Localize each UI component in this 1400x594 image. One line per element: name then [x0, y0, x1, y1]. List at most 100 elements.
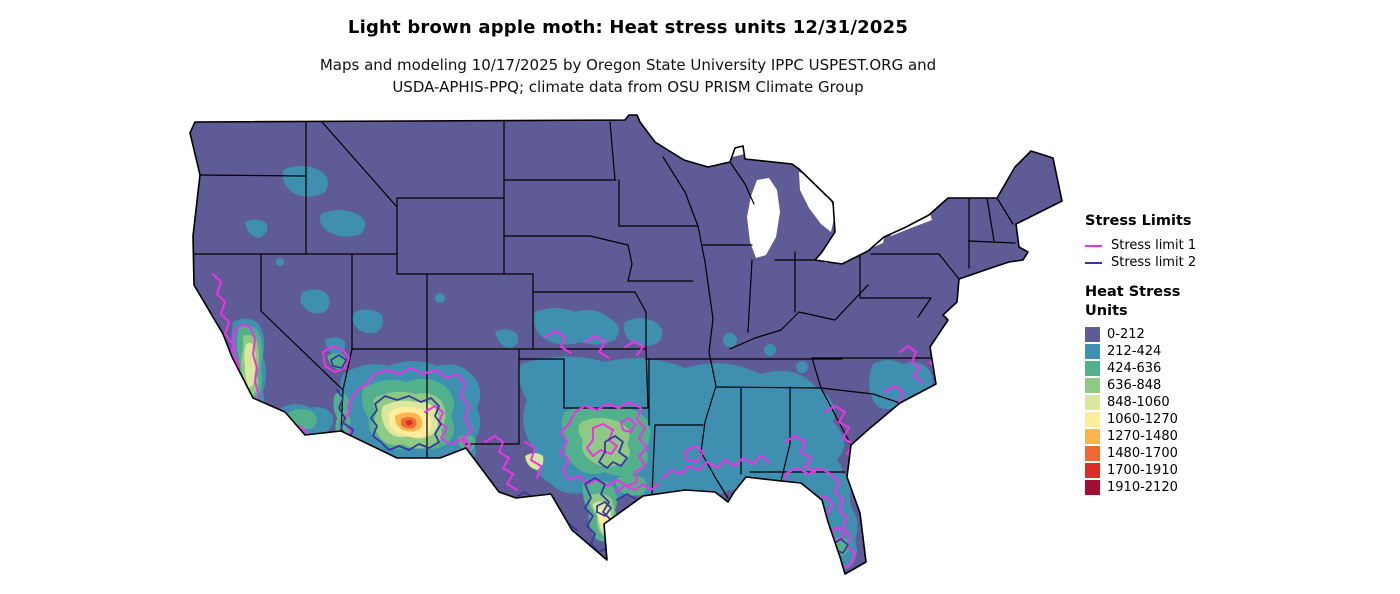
- legend-bin-row: 1700-1910: [1085, 462, 1275, 479]
- contour-path: [899, 345, 923, 383]
- bin-label: 424-636: [1107, 361, 1162, 376]
- bin-label: 0-212: [1107, 327, 1145, 342]
- state-border-path: [820, 387, 901, 404]
- state-border-path: [463, 348, 520, 445]
- contour-path: [330, 354, 347, 369]
- legend-bin-row: 636-848: [1085, 377, 1275, 394]
- legend-bin-row: 1480-1700: [1085, 445, 1275, 462]
- stress-limit-1-line-sample: [1085, 244, 1102, 247]
- contour-path: [620, 417, 636, 433]
- legend-bin-row: 1060-1270: [1085, 411, 1275, 428]
- bin-swatch: [1085, 378, 1100, 393]
- bin-label: 636-848: [1107, 378, 1162, 393]
- state-border-path: [645, 348, 649, 409]
- contour-path: [598, 435, 628, 469]
- contour-path: [370, 395, 442, 451]
- region-speck: [796, 361, 808, 373]
- region-blob: [623, 318, 663, 346]
- legend-bin-row: 848-1060: [1085, 394, 1275, 411]
- legend-bin-row: 1270-1480: [1085, 428, 1275, 445]
- bin-swatch: [1085, 412, 1100, 427]
- region-blob: [352, 309, 384, 334]
- bin-swatch: [1085, 327, 1100, 342]
- contour-path: [784, 435, 816, 473]
- bin-swatch: [1085, 446, 1100, 461]
- state-border-path: [518, 358, 650, 409]
- state-border-path: [780, 386, 791, 482]
- heat-stress-fill-layers: [192, 121, 1016, 570]
- bin-label: 212-424: [1107, 344, 1162, 359]
- contour-path: [524, 441, 542, 479]
- stress-limits-legend-title: Stress Limits: [1085, 213, 1192, 229]
- legend-bin-row: 0-212: [1085, 326, 1275, 343]
- us-outline: [189, 114, 1063, 575]
- state-border-path: [609, 121, 616, 181]
- state-border-path: [627, 244, 694, 282]
- state-border-path: [199, 174, 307, 177]
- region-speck: [276, 258, 284, 266]
- state-border-path: [503, 235, 629, 246]
- contour-path: [614, 483, 660, 493]
- legend-item-stress-limit-2: Stress limit 2: [1085, 254, 1275, 271]
- legend-bin-row: 212-424: [1085, 343, 1275, 360]
- us-landmass: [190, 115, 1062, 574]
- region-blob: [534, 308, 619, 345]
- legend-bin-row: 424-636: [1085, 360, 1275, 377]
- us-heat-stress-map: [185, 112, 1065, 590]
- contour-path: [544, 330, 572, 354]
- state-border-path: [321, 121, 398, 208]
- state-border-path: [870, 253, 960, 280]
- stress-limit-1-contours: [212, 273, 941, 569]
- contour-path: [584, 335, 610, 359]
- state-borders: [192, 121, 1016, 499]
- state-border-path: [996, 197, 1014, 225]
- stress-limits-legend: Stress Limits Stress limit 1 Stress limi…: [1085, 212, 1275, 271]
- region-speck: [723, 333, 737, 347]
- lake-michigan: [747, 178, 780, 258]
- legend-bin-row: 1910-2120: [1085, 479, 1275, 496]
- bin-label: 1270-1480: [1107, 429, 1178, 444]
- state-border-path: [729, 161, 755, 205]
- bin-label: 1060-1270: [1107, 412, 1178, 427]
- bin-label: 848-1060: [1107, 395, 1170, 410]
- region-blob: [282, 166, 328, 197]
- lake-huron: [799, 172, 835, 232]
- heat-stress-legend-title-line-1: Heat Stress: [1085, 284, 1181, 300]
- bin-swatch: [1085, 361, 1100, 376]
- state-border-path: [729, 284, 869, 350]
- contour-path: [560, 401, 648, 487]
- state-border-path: [260, 253, 344, 432]
- contour-path: [624, 340, 644, 356]
- bin-label: 1910-2120: [1107, 480, 1178, 495]
- contour-path: [484, 435, 518, 491]
- state-border-path: [662, 156, 729, 499]
- heat-stress-units-legend: Heat Stress Units 0-212 212-424 424-636 …: [1085, 283, 1275, 496]
- contour-path: [596, 501, 612, 517]
- region-speck: [764, 344, 776, 356]
- state-border-path: [715, 386, 822, 389]
- state-border-path: [747, 259, 753, 333]
- bin-swatch: [1085, 463, 1100, 478]
- contour-path: [829, 526, 845, 543]
- stress-limit-2-label: Stress limit 2: [1111, 255, 1197, 270]
- contour-path: [662, 455, 770, 479]
- page-subtitle: Maps and modeling 10/17/2025 by Oregon S…: [0, 54, 1256, 98]
- legend-item-stress-limit-1: Stress limit 1: [1085, 237, 1275, 254]
- state-border-path: [917, 297, 932, 318]
- region-blob: [405, 420, 413, 426]
- region-blob: [495, 329, 519, 348]
- bin-swatch: [1085, 344, 1100, 359]
- region-blob: [869, 360, 933, 412]
- state-border-path: [968, 240, 1016, 244]
- page-title: Light brown apple moth: Heat stress unit…: [347, 17, 909, 38]
- region-speck: [435, 293, 445, 303]
- state-border-path: [986, 197, 995, 242]
- bin-swatch: [1085, 395, 1100, 410]
- bin-1700-1910-regions: [405, 420, 413, 426]
- bin-swatch: [1085, 429, 1100, 444]
- state-border-path: [618, 179, 699, 227]
- contour-path: [824, 405, 854, 455]
- state-border-path: [532, 291, 647, 350]
- region-blob: [300, 289, 330, 314]
